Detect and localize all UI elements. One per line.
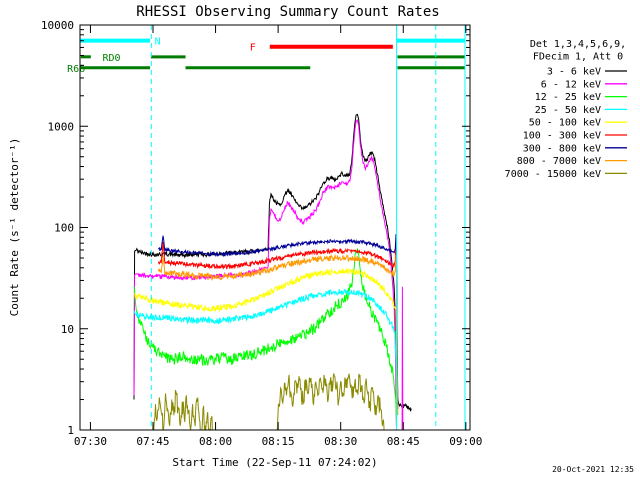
x-tick-label: 08:45 (387, 435, 420, 448)
legend-label-100-300-kev: 100 - 300 keV (523, 131, 601, 142)
x-tick-label: 07:45 (136, 435, 169, 448)
legend-label-50-100-kev: 50 - 100 keV (529, 118, 601, 129)
plot-layers: N F RD0 R66 07:30 07:45 08:00 08:15 08:30 08:45 09… (41, 19, 627, 448)
x-tick-label: 08:30 (324, 435, 357, 448)
chart-title: RHESSI Observing Summary Count Rates (136, 4, 439, 20)
series-300-800-kev (157, 234, 399, 407)
data-region (80, 38, 465, 430)
y-tick-label: 10000 (41, 19, 74, 32)
x-tick-label: 08:00 (199, 435, 232, 448)
y-tick-label: 10 (61, 323, 74, 336)
x-tick-label: 09:00 (449, 435, 482, 448)
series-100-300-kev (157, 240, 399, 410)
night-flag-label: N (155, 37, 161, 48)
legend-header-detectors: Det 1,3,4,5,6,9, (530, 39, 626, 50)
series-50-100-kev (133, 267, 398, 413)
series-3-6-kev (133, 113, 412, 412)
y-axis-label: Count Rate (s⁻¹ detector⁻¹) (8, 138, 21, 317)
y-tick-label: 100 (54, 222, 74, 235)
legend-label-7000-15000-kev: 7000 - 15000 keV (505, 169, 601, 180)
flare-flag-label: F (250, 43, 256, 54)
x-tick-label: 07:30 (74, 435, 107, 448)
series-25-50-kev (133, 288, 398, 416)
series-7000-15000-kev (153, 373, 385, 430)
legend-label-300-800-kev: 300 - 800 keV (523, 143, 601, 154)
x-axis-label: Start Time (22-Sep-11 07:24:02) (172, 456, 377, 469)
creation-timestamp: 20-Oct-2021 12:35 (552, 465, 634, 474)
legend-label-12-25-kev: 12 - 25 keV (535, 92, 601, 103)
legend-label-3-6-kev: 3 - 6 keV (547, 67, 601, 78)
y-tick-label: 1 (67, 424, 74, 437)
rd0-flag-label: RD0 (103, 53, 121, 64)
legend-label-6-12-kev: 6 - 12 keV (541, 79, 601, 90)
series-12-25-kev (133, 247, 398, 426)
series-800-7000-kev (157, 253, 399, 416)
legend-header-decim-att: FDecim 1, Att 0 (533, 52, 623, 63)
legend-label-25-50-kev: 25 - 50 keV (535, 105, 601, 116)
y-tick-label: 1000 (48, 120, 75, 133)
legend-label-800-7000-kev: 800 - 7000 keV (517, 156, 601, 167)
r66-flag-label: R66 (67, 64, 85, 75)
axes: 07:30 07:45 08:00 08:15 08:30 08:45 09:00 1 10 10… (41, 19, 483, 448)
series-6-12-kev (133, 119, 404, 430)
x-tick-label: 08:15 (262, 435, 295, 448)
